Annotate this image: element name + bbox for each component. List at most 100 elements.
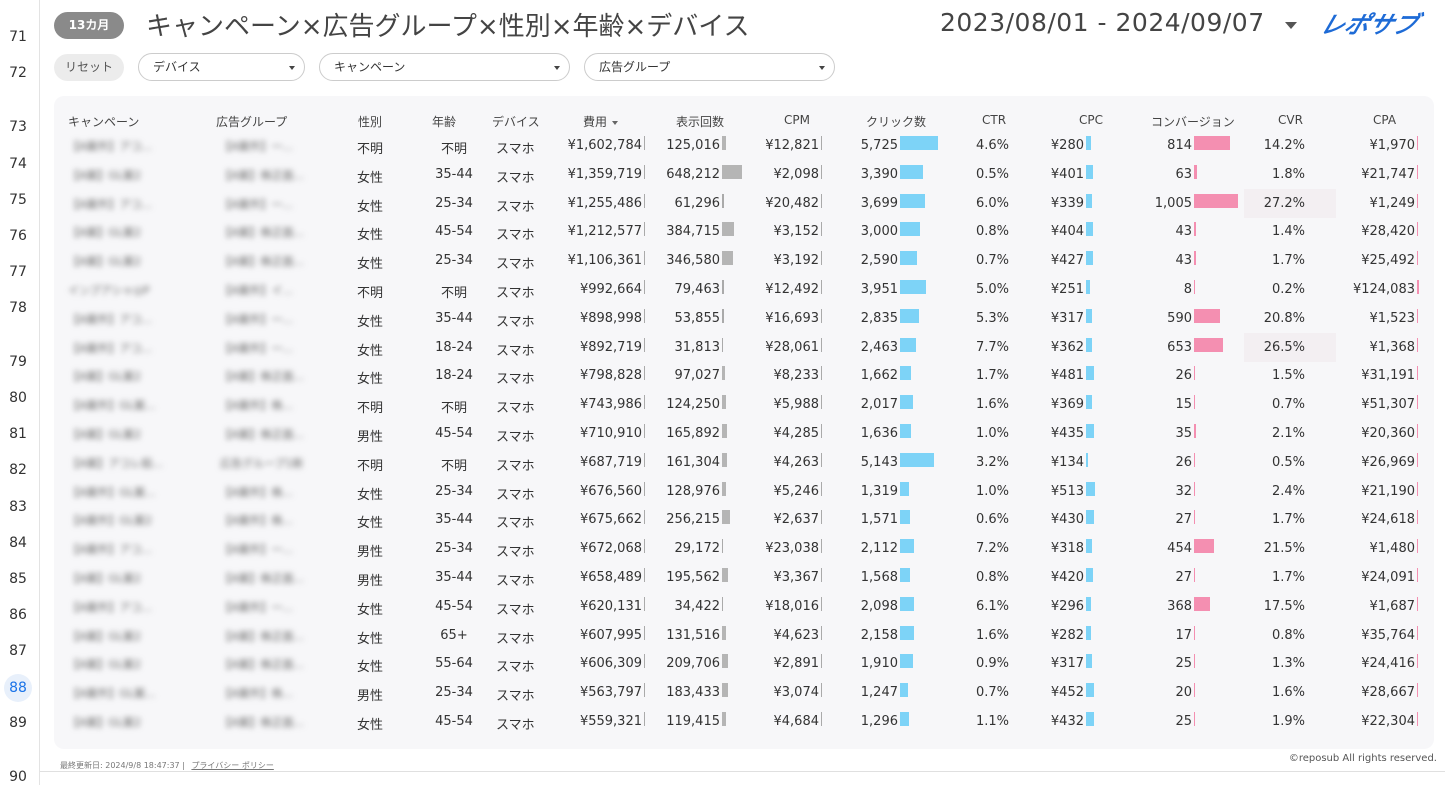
sheet-row-number[interactable]: 75	[9, 192, 27, 208]
cell-campaign[interactable]: 【A案】GL案2	[68, 226, 142, 240]
cell-campaign[interactable]: 【A案件】GL案...	[68, 399, 156, 413]
col-header-ctr[interactable]: CTR	[982, 113, 1007, 127]
period-badge[interactable]: 13カ月	[54, 12, 124, 39]
cell-campaign[interactable]: 【A案件】アコ...	[68, 543, 153, 557]
col-header-age[interactable]: 年齢	[432, 115, 457, 129]
cell-campaign[interactable]: インプアシャ◎P	[68, 284, 150, 297]
cell-ad-group[interactable]: 【A案件】一...	[220, 600, 294, 614]
cell-campaign[interactable]: 【A案】GL案2	[68, 428, 142, 441]
sheet-row-number[interactable]: 71	[9, 29, 27, 45]
sheet-row-number[interactable]: 79	[9, 354, 27, 370]
sheet-row-number[interactable]: 74	[9, 156, 27, 172]
table-row[interactable]: 【A案件】GL案... 【A案件】株... 女性 25-34 スマホ ¥676,560 12…	[54, 477, 1434, 506]
cell-ad-group[interactable]: 【A案】株正面...	[220, 168, 305, 182]
sheet-row-number[interactable]: 72	[9, 65, 27, 81]
cell-ad-group[interactable]: 【A案】株正面...	[220, 428, 305, 441]
campaign-filter-select[interactable]: キャンペーン	[319, 53, 570, 81]
cell-campaign[interactable]: 【A案件】アコ...	[68, 341, 153, 355]
sheet-row-number[interactable]: 82	[9, 462, 27, 478]
device-filter-select[interactable]: デバイス	[138, 53, 305, 81]
table-row[interactable]: 【A案件】GL案2 【A案件】株... 女性 35-44 スマホ ¥675,662 256,…	[54, 505, 1434, 534]
sheet-row-number[interactable]: 85	[9, 571, 27, 587]
cell-ad-group[interactable]: 【A案件】一...	[220, 341, 294, 355]
cell-campaign[interactable]: 【A案件】アコ...	[68, 600, 153, 614]
cell-ad-group[interactable]: 【A案】株正面...	[220, 255, 305, 269]
col-header-clicks[interactable]: クリック数	[866, 115, 927, 129]
cell-campaign[interactable]: 【A案件】アコ...	[68, 197, 153, 211]
cell-ad-group[interactable]: 【A案】株正面...	[220, 370, 305, 384]
cell-ad-group[interactable]: 【A案件】株...	[220, 485, 294, 499]
table-row[interactable]: 【A案】GL案2 【A案】株正面... 女性 45-54 スマホ ¥1,212,577 38…	[54, 217, 1434, 246]
table-row[interactable]: 【A案件】アコ... 【A案件】一... 男性 25-34 スマホ ¥672,068 29,…	[54, 534, 1434, 563]
col-header-cost[interactable]: 費用	[583, 113, 619, 130]
col-header-device[interactable]: デバイス	[492, 115, 540, 129]
ad-group-filter-select[interactable]: 広告グループ	[584, 53, 835, 81]
cell-ad-group[interactable]: 【A案】株正面...	[220, 572, 305, 585]
cell-ad-group[interactable]: 【A案件】一...	[220, 140, 294, 153]
sheet-row-number[interactable]: 81	[9, 426, 27, 442]
col-header-campaign[interactable]: キャンペーン	[68, 115, 140, 129]
cell-ad-group[interactable]: 【A案件】株...	[220, 399, 294, 413]
cell-campaign[interactable]: 【A案件】GL案2	[68, 514, 153, 528]
cell-campaign[interactable]: 【A案】GL案2	[68, 572, 142, 585]
cell-campaign[interactable]: 【A案件】GL案...	[68, 485, 156, 499]
cell-campaign[interactable]: 【A案件】アコ...	[68, 140, 153, 153]
table-row[interactable]: 【A案】アコレ鉛... 広告グループ1新 不明 不明 スマホ ¥687,719 161,30…	[54, 448, 1434, 477]
sheet-row-number[interactable]: 73	[9, 119, 27, 135]
cell-campaign[interactable]: 【A案】GL案2	[68, 658, 142, 672]
sheet-row-number[interactable]: 89	[9, 715, 27, 731]
cell-ad-group[interactable]: 【A案】株正面...	[220, 629, 305, 643]
cell-campaign[interactable]: 【A案件】アコ...	[68, 312, 153, 326]
table-row[interactable]: 【A案件】アコ... 【A案件】一... 女性 18-24 スマホ ¥892,719 31,…	[54, 332, 1434, 362]
cell-campaign[interactable]: 【A案】GL案2	[68, 255, 142, 269]
sheet-row-number[interactable]: 84	[9, 535, 27, 551]
cell-ad-group[interactable]: 【A案】株正面...	[220, 226, 305, 240]
table-row[interactable]: 【A案件】アコ... 【A案件】一... 不明 不明 スマホ ¥1,602,784 125,…	[54, 131, 1434, 160]
cell-campaign[interactable]: 【A案】GL案2	[68, 716, 142, 729]
cell-campaign[interactable]: 【A案件】GL案...	[68, 687, 156, 701]
cell-campaign[interactable]: 【A案】GL案2	[68, 629, 142, 643]
sheet-row-number[interactable]: 80	[9, 390, 27, 406]
table-row[interactable]: インプアシャ◎P 【A案件】イ... 不明 不明 スマホ ¥992,664 79,463 ¥1…	[54, 275, 1434, 304]
sheet-row-number[interactable]: 76	[9, 228, 27, 244]
cell-campaign[interactable]: 【A案】GL案2	[68, 168, 142, 182]
table-row[interactable]: 【A案件】アコ... 【A案件】一... 女性 35-44 スマホ ¥898,998 53,…	[54, 304, 1434, 333]
cell-ad-group[interactable]: 【A案】株正面...	[220, 658, 305, 672]
table-row[interactable]: 【A案】GL案2 【A案】株正面... 女性 65+ スマホ ¥607,995 131,51…	[54, 621, 1434, 650]
sheet-row-number[interactable]: 87	[9, 643, 27, 659]
table-row[interactable]: 【A案】GL案2 【A案】株正面... 女性 35-44 スマホ ¥1,359,719 64…	[54, 160, 1434, 189]
chevron-down-icon[interactable]	[1285, 22, 1297, 29]
table-row[interactable]: 【A案件】アコ... 【A案件】一... 女性 45-54 スマホ ¥620,131 34,…	[54, 592, 1434, 621]
table-row[interactable]: 【A案件】GL案... 【A案件】株... 不明 不明 スマホ ¥743,986 124,2…	[54, 390, 1434, 419]
sheet-row-number[interactable]: 90	[9, 769, 27, 785]
col-header-impressions[interactable]: 表示回数	[676, 115, 725, 129]
cell-campaign[interactable]: 【A案】GL案2	[68, 370, 142, 384]
cell-ad-group[interactable]: 【A案件】一...	[220, 543, 294, 557]
cell-ad-group[interactable]: 【A案件】一...	[220, 312, 294, 326]
table-row[interactable]: 【A案件】GL案... 【A案件】株... 男性 25-34 スマホ ¥563,797 18…	[54, 678, 1434, 707]
col-header-gender[interactable]: 性別	[358, 115, 383, 129]
table-row[interactable]: 【A案】GL案2 【A案】株正面... 女性 45-54 スマホ ¥559,321 119,…	[54, 707, 1434, 736]
privacy-policy-link[interactable]: プライバシー ポリシー	[191, 761, 274, 770]
cell-ad-group[interactable]: 【A案件】一...	[220, 197, 294, 211]
table-row[interactable]: 【A案】GL案2 【A案】株正面... 男性 35-44 スマホ ¥658,489 195,…	[54, 563, 1434, 592]
sheet-row-number[interactable]: 83	[9, 499, 27, 515]
col-header-cpc[interactable]: CPC	[1079, 113, 1103, 127]
sheet-row-number[interactable]: 77	[9, 264, 27, 280]
date-range-picker[interactable]: 2023/08/01 - 2024/09/07	[940, 8, 1265, 37]
table-row[interactable]: 【A案】GL案2 【A案】株正面... 女性 25-34 スマホ ¥1,106,361 34…	[54, 246, 1434, 275]
cell-ad-group[interactable]: 【A案件】イ...	[220, 284, 294, 297]
table-row[interactable]: 【A案件】アコ... 【A案件】一... 女性 25-34 スマホ ¥1,255,486 6…	[54, 188, 1434, 218]
table-row[interactable]: 【A案】GL案2 【A案】株正面... 男性 45-54 スマホ ¥710,910 165,…	[54, 419, 1434, 448]
col-header-cpa[interactable]: CPA	[1373, 113, 1397, 127]
sheet-row-number[interactable]: 78	[9, 300, 27, 316]
table-row[interactable]: 【A案】GL案2 【A案】株正面... 女性 55-64 スマホ ¥606,309 209,…	[54, 649, 1434, 678]
cell-campaign[interactable]: 【A案】アコレ鉛...	[68, 456, 164, 470]
sheet-row-number[interactable]: 86	[9, 607, 27, 623]
col-header-ad-group[interactable]: 広告グループ	[216, 115, 288, 129]
cell-ad-group[interactable]: 【A案】株正面...	[220, 716, 305, 729]
cell-ad-group[interactable]: 広告グループ1新	[220, 456, 304, 470]
col-header-cpm[interactable]: CPM	[784, 113, 810, 127]
cell-ad-group[interactable]: 【A案件】株...	[220, 514, 294, 528]
sheet-row-number[interactable]: 88	[4, 674, 32, 702]
